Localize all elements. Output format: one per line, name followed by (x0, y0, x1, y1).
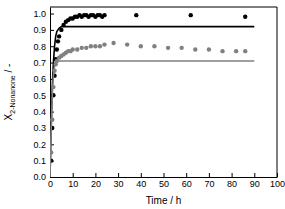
data-point (55, 47, 59, 51)
data-point (134, 13, 138, 17)
y-tick: 0.6 (33, 74, 54, 84)
x-tick: 40 (136, 173, 146, 189)
data-point (80, 46, 84, 50)
x-tick-mark (232, 173, 233, 177)
data-point (189, 13, 193, 17)
data-point (89, 44, 93, 48)
data-point (179, 46, 183, 50)
plot: 0 10 20 30 40 50 60 70 80 90 100 0.0 0.1 0.2 0.3 0.4 0.5… (33, 7, 285, 189)
y-tick-label: 0.7 (33, 58, 46, 68)
y-tick-label: 1.0 (33, 9, 46, 19)
y-tick-label: 0.5 (33, 91, 46, 101)
y-tick-label: 0.1 (33, 156, 46, 166)
data-point (102, 42, 106, 46)
series-line (50, 27, 254, 177)
y-tick-label: 0.6 (33, 74, 46, 84)
data-point (207, 47, 211, 51)
series-line (50, 61, 254, 177)
y-tick: 0.5 (33, 91, 54, 101)
x-tick: 10 (68, 173, 78, 189)
y-tick-label: 0.2 (33, 140, 46, 150)
data-point (220, 49, 224, 53)
y-tick: 0.7 (33, 58, 54, 68)
data-point (139, 44, 143, 48)
x-tick-label: 0 (48, 179, 53, 189)
x-tick-mark (141, 173, 142, 177)
x-tick: 50 (159, 173, 169, 189)
x-tick-mark (254, 173, 255, 177)
x-tick: 70 (204, 173, 214, 189)
x-tick-label: 100 (270, 179, 285, 189)
data-point (125, 42, 129, 46)
data-point (71, 47, 75, 51)
x-tick-mark (118, 173, 119, 177)
y-tick-mark (50, 46, 54, 47)
x-tick-label: 10 (68, 179, 78, 189)
data-point (234, 49, 238, 53)
y-tick-mark (50, 177, 54, 178)
x-tick-label: 30 (114, 179, 124, 189)
x-tick-mark (186, 173, 187, 177)
y-tick-label: 0.0 (33, 172, 46, 182)
data-point (75, 47, 79, 51)
data-point (84, 46, 88, 50)
frame-right (277, 7, 278, 177)
x-tick: 80 (227, 173, 237, 189)
y-tick-label: 0.4 (33, 107, 46, 117)
x-axis: 0 10 20 30 40 50 60 70 80 90 100 (48, 173, 285, 189)
y-tick: 0.0 (33, 172, 54, 182)
x-tick-mark (209, 173, 210, 177)
x-tick-label: 20 (91, 179, 101, 189)
data-point (57, 34, 61, 38)
y-tick-mark (50, 14, 54, 15)
x-tick: 60 (182, 173, 192, 189)
y-tick-label: 0.8 (33, 42, 46, 52)
data-area (50, 13, 254, 177)
x-tick-mark (95, 173, 96, 177)
x-tick-mark (164, 173, 165, 177)
frame-top (50, 7, 277, 8)
y-tick-mark (50, 30, 54, 31)
x-tick: 30 (114, 173, 124, 189)
x-tick: 20 (91, 173, 101, 189)
data-point (98, 44, 102, 48)
data-point (193, 47, 197, 51)
data-point (111, 41, 115, 45)
data-point (56, 39, 60, 43)
y-tick-label: 0.3 (33, 123, 46, 133)
x-axis-title: Time / h (146, 195, 182, 206)
y-axis-title-part: / - (3, 64, 14, 76)
x-tick-label: 80 (227, 179, 237, 189)
x-tick-mark (73, 173, 74, 177)
data-point (152, 44, 156, 48)
x-axis-line (51, 177, 278, 178)
y-tick: 0.9 (33, 25, 54, 35)
x-tick-label: 50 (159, 179, 169, 189)
data-point (102, 13, 106, 17)
y-tick: 0.8 (33, 42, 54, 52)
data-point (243, 49, 247, 53)
x-tick-label: 40 (136, 179, 146, 189)
y-tick-label: 0.9 (33, 25, 46, 35)
y-axis-title: X2-Nonanone / - (3, 64, 16, 121)
y-axis-title-subscript: 2-Nonanone (9, 75, 16, 114)
y-tick: 1.0 (33, 9, 54, 19)
x-tick-label: 90 (250, 179, 260, 189)
x-tick-label: 70 (204, 179, 214, 189)
chart: 0 10 20 30 40 50 60 70 80 90 100 0.0 0.1 0.2 0.3 0.4 0.5… (0, 0, 285, 209)
x-tick: 90 (250, 173, 260, 189)
data-point (166, 46, 170, 50)
x-tick-label: 60 (182, 179, 192, 189)
data-point (93, 44, 97, 48)
data-point (243, 15, 247, 19)
